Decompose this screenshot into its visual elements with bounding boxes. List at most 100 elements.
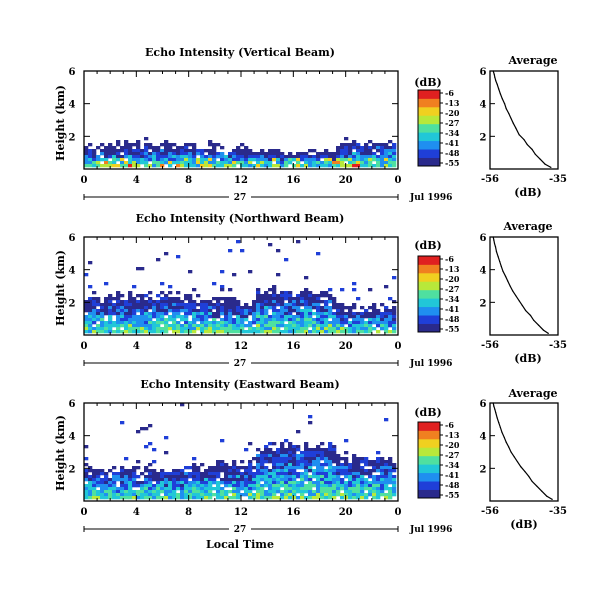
heatmap-cell [96,496,101,500]
colorbar-tick-label: -48 [445,148,460,158]
colorbar-tick-label: -27 [445,118,459,128]
heatmap-cell [308,451,313,455]
heatmap-cell [184,164,189,168]
heatmap-cell [324,475,329,479]
heatmap-cell [84,309,89,313]
heatmap-cell [356,318,361,322]
heatmap-cell [380,321,385,325]
heatmap-cell [132,466,137,470]
heatmap-cell [276,318,281,322]
heatmap-cell [260,306,265,310]
heatmap-cell [108,143,113,147]
heatmap-cell [312,318,317,322]
heatmap-cell [384,324,389,328]
heatmap-cell [244,306,249,310]
heatmap-cell [340,318,345,322]
heatmap-cell [120,306,125,310]
heatmap-cell [308,291,313,295]
heatmap-cell [148,306,153,310]
heatmap-cell [224,297,229,301]
heatmap-cell [184,478,189,482]
heatmap-cell [172,478,177,482]
x-tick-label: 8 [185,175,192,186]
heatmap-cell [228,312,233,316]
x-tick-label: 0 [395,341,402,352]
heatmap-cell [332,493,337,497]
heatmap-cell [180,152,185,156]
avg-point [512,122,514,124]
heatmap-cell [140,297,145,301]
heatmap-cell [284,158,289,162]
heatmap-cell [296,496,301,500]
colorbar-tick-label: -6 [445,254,454,264]
heatmap-cell [108,481,113,485]
heatmap-cell [260,463,265,467]
heatmap-cell [232,493,237,497]
heatmap-cell [184,481,189,485]
heatmap-cell [180,403,185,407]
heatmap-cell [260,457,265,461]
heatmap-cell [264,466,269,470]
heatmap-cell [132,330,137,334]
heatmap-cell [92,164,97,168]
heatmap-cell [264,312,269,316]
heatmap-cell [200,312,205,316]
heatmap-cell [308,164,313,168]
heatmap-cell [256,306,261,310]
heatmap-cell [372,312,377,316]
heatmap-cell [300,478,305,482]
heatmap-cell [188,152,193,156]
heatmap-cell [264,472,269,476]
avg-point [510,117,512,119]
heatmap-cell [360,469,365,473]
heatmap-cell [328,496,333,500]
heatmap-cell [276,490,281,494]
heatmap-cell [332,330,337,334]
heatmap-cell [164,484,169,488]
heatmap-cell [152,312,157,316]
heatmap-cell [384,472,389,476]
heatmap-cell [296,303,301,307]
heatmap-cell [332,155,337,159]
heatmap-cell [368,475,373,479]
avg-point [498,88,500,90]
heatmap-cell [88,493,93,497]
heatmap-cell [84,318,89,322]
heatmap-cell [332,478,337,482]
heatmap-cell [208,309,213,313]
heatmap-cell [316,252,321,256]
heatmap-cell [248,466,253,470]
heatmap-cell [312,294,317,298]
heatmap-cell [108,493,113,497]
heatmap-cell [284,478,289,482]
heatmap-cell [372,484,377,488]
heatmap-cell [372,321,377,325]
heatmap-cell [376,475,381,479]
heatmap-cell [364,152,369,156]
heatmap-cell [184,318,189,322]
heatmap-cell [304,309,309,313]
heatmap-cell [360,487,365,491]
heatmap-cell [256,164,261,168]
heatmap-cell [308,330,313,334]
heatmap-cell [84,273,89,277]
heatmap-cell [156,487,161,491]
heatmap-cell [140,152,145,156]
heatmap-cell [156,324,161,328]
heatmap-cell [392,300,397,304]
heatmap-cell [108,306,113,310]
avg-point [510,451,512,453]
heatmap-cell [356,146,361,150]
heatmap-cell [184,327,189,331]
heatmap-cell [264,454,269,458]
heatmap-cell [336,303,341,307]
heatmap-cell [128,158,133,162]
heatmap-cell [380,487,385,491]
heatmap-cell [312,321,317,325]
heatmap-cell [108,303,113,307]
heatmap-cell [336,306,341,310]
heatmap-cell [136,149,141,153]
heatmap-cell [180,487,185,491]
heatmap-cell [136,303,141,307]
